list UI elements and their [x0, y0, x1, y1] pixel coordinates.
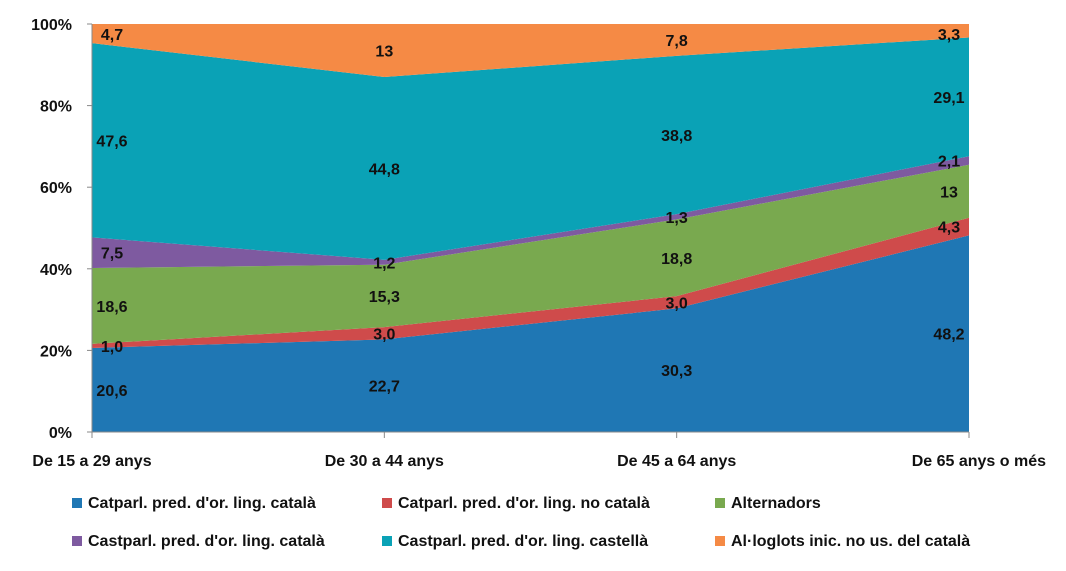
data-label: 1,3 [666, 210, 688, 227]
data-label: 30,3 [661, 363, 692, 380]
area-castparl-pred-d-or-ling-castella [92, 37, 969, 260]
legend-label: Catparl. pred. d'or. ling. català [88, 495, 316, 512]
data-label: 4,7 [101, 27, 123, 44]
data-labels: 20,6 22,7 30,3 48,2 1,0 3,0 3,0 4,3 18,6 15,3 18,8… [96, 27, 964, 400]
legend: Catparl. pred. d'or. ling. català Catparl… [72, 495, 970, 550]
data-label: 4,3 [938, 220, 960, 237]
x-axis-ticks: De 15 a 29 anys De 30 a 44 anys De 45 a 64… [32, 432, 1046, 470]
legend-swatch [382, 498, 392, 508]
data-label: 44,8 [369, 161, 400, 178]
data-label: 20,6 [96, 383, 127, 400]
x-tick-label: De 45 a 64 anys [617, 453, 736, 470]
data-label: 18,8 [661, 251, 692, 268]
data-label: 13 [375, 44, 393, 61]
y-tick-label: 100% [31, 17, 72, 34]
data-label: 2,1 [938, 153, 960, 170]
legend-label: Castparl. pred. d'or. ling. català [88, 533, 325, 550]
data-label: 3,0 [373, 326, 395, 343]
area-alternadors [92, 164, 969, 344]
legend-label: Alternadors [731, 495, 821, 512]
data-label: 29,1 [933, 90, 964, 107]
legend-swatch [72, 498, 82, 508]
data-label: 15,3 [369, 289, 400, 306]
legend-label: Al·loglots inic. no us. del català [731, 533, 970, 550]
y-tick-label: 0% [49, 425, 72, 442]
x-tick-label: De 15 a 29 anys [32, 453, 151, 470]
y-tick-label: 20% [40, 343, 72, 360]
axes [91, 24, 969, 433]
area-catparl-pred-d-or-ling-no-catala [92, 217, 969, 348]
data-label: 47,6 [96, 133, 127, 150]
area-catparl-pred-d-or-ling-catala [92, 235, 969, 432]
data-label: 13 [940, 184, 958, 201]
y-tick-label: 80% [40, 99, 72, 116]
data-label: 1,0 [101, 339, 123, 356]
legend-label: Castparl. pred. d'or. ling. castellà [398, 533, 648, 550]
x-tick-label: De 65 anys o més [912, 453, 1046, 470]
x-tick-label: De 30 a 44 anys [325, 453, 444, 470]
data-label: 7,8 [666, 33, 688, 50]
legend-swatch [715, 498, 725, 508]
legend-label: Catparl. pred. d'or. ling. no català [398, 495, 650, 512]
data-label: 3,3 [938, 27, 960, 44]
data-label: 7,5 [101, 246, 123, 263]
data-label: 18,6 [96, 299, 127, 316]
data-label: 3,0 [666, 295, 688, 312]
area-series-group [92, 24, 969, 432]
legend-swatch [715, 536, 725, 546]
area-castparl-pred-d-or-ling-catala [92, 156, 969, 268]
data-label: 22,7 [369, 379, 400, 396]
legend-swatch [72, 536, 82, 546]
legend-swatch [382, 536, 392, 546]
y-tick-label: 40% [40, 262, 72, 279]
data-label: 1,2 [373, 255, 395, 272]
area-al-loglots-inic-no-us-del-catala [92, 24, 969, 78]
data-label: 38,8 [661, 128, 692, 145]
y-tick-label: 60% [40, 180, 72, 197]
data-label: 48,2 [933, 327, 964, 344]
y-axis-ticks: 0% 20% 40% 60% 80% 100% [31, 17, 92, 442]
